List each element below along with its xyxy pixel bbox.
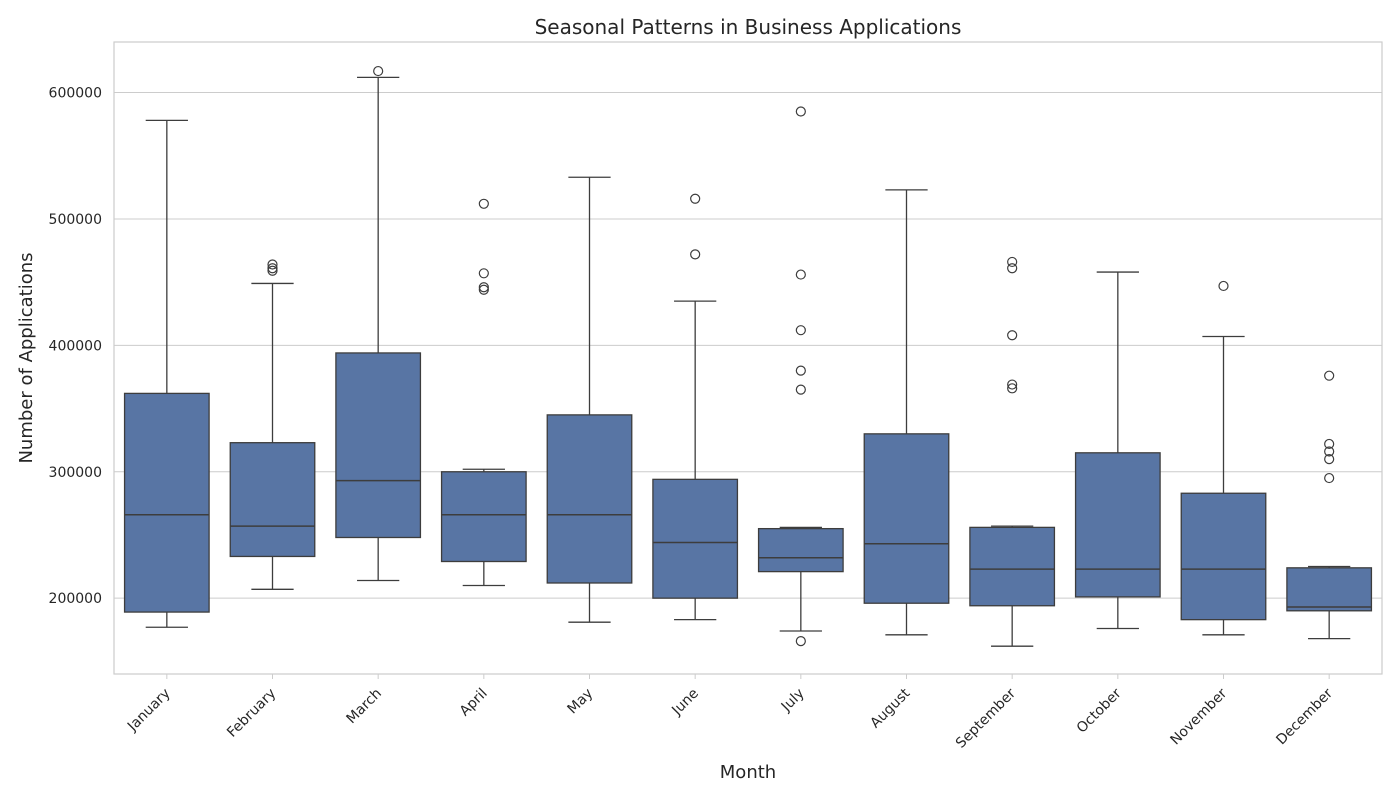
outlier-point [1218, 280, 1229, 292]
box-iqr [335, 352, 422, 539]
box-december [1286, 370, 1373, 640]
boxes [123, 65, 1373, 647]
box-iqr [546, 414, 633, 584]
y-tick-label: 500000 [49, 212, 102, 228]
y-tick-label: 200000 [49, 591, 102, 607]
x-tick-label: October [1074, 685, 1125, 736]
box-august [863, 189, 950, 636]
box-iqr [652, 478, 739, 599]
outlier-point [690, 193, 701, 204]
outlier-point [1007, 379, 1018, 390]
box-june [652, 193, 739, 621]
x-tick-label: May [565, 686, 597, 718]
box-iqr [1074, 452, 1161, 598]
box-iqr [1286, 567, 1373, 612]
x-tick-label: January [124, 686, 174, 736]
grid-lines [114, 92, 1382, 599]
outlier-point [1324, 446, 1335, 457]
outlier-point [373, 65, 384, 77]
x-tick-label: November [1168, 685, 1231, 748]
outlier-point [1324, 454, 1335, 465]
y-tick-labels: 200000 300000 400000 500000 600000 [49, 86, 102, 608]
box-july [757, 106, 844, 647]
box-iqr [440, 471, 527, 563]
x-tick-label: February [224, 686, 279, 741]
box-october [1074, 271, 1161, 630]
box-iqr [757, 527, 844, 573]
x-tick-label: July [778, 686, 808, 716]
outlier-point [478, 198, 489, 209]
outlier-point [795, 106, 806, 117]
y-tick-label: 300000 [49, 465, 102, 481]
outlier-point [795, 384, 806, 395]
box-january [123, 119, 210, 628]
outlier-point [795, 269, 806, 280]
outlier-point [1324, 438, 1335, 450]
outlier-point [267, 263, 278, 274]
outlier-point [690, 249, 701, 260]
x-tick-label: September [953, 685, 1019, 751]
x-axis-label: Month [720, 762, 776, 783]
y-axis-label: Number of Applications [16, 252, 37, 463]
box-iqr [969, 526, 1056, 607]
chart-title: Seasonal Patterns in Business Applicatio… [535, 15, 962, 39]
outlier-point [478, 268, 489, 279]
outlier-point [267, 265, 278, 276]
outlier-point [478, 284, 489, 295]
outlier-point [267, 259, 278, 270]
box-iqr [863, 433, 950, 604]
outlier-point [795, 325, 806, 336]
x-tick-label: June [668, 686, 702, 720]
x-tick-label: March [343, 686, 384, 727]
box-november [1180, 280, 1267, 636]
outlier-point [1007, 256, 1018, 268]
outlier-point [1007, 330, 1018, 341]
box-iqr [123, 392, 210, 613]
x-tick-label: April [457, 686, 491, 720]
outlier-point [478, 282, 489, 293]
outlier-point [1324, 472, 1335, 484]
outlier-point [795, 636, 806, 647]
outlier-point [1007, 263, 1018, 274]
outlier-point [1007, 383, 1018, 394]
outlier-point [1324, 370, 1335, 381]
box-may [546, 176, 633, 623]
box-march [335, 65, 422, 582]
outlier-point [795, 365, 806, 376]
x-tick-label: December [1273, 685, 1336, 748]
y-tick-label: 400000 [49, 338, 102, 354]
x-tick-labels: January February March April May June July Augu… [124, 674, 1336, 752]
box-february [229, 259, 316, 590]
x-tick-label: August [867, 685, 913, 731]
y-tick-label: 600000 [49, 86, 102, 102]
box-iqr [1180, 492, 1267, 621]
box-iqr [229, 442, 316, 558]
box-september [969, 256, 1056, 647]
plot-frame [113, 41, 1383, 675]
box-april [440, 198, 527, 587]
